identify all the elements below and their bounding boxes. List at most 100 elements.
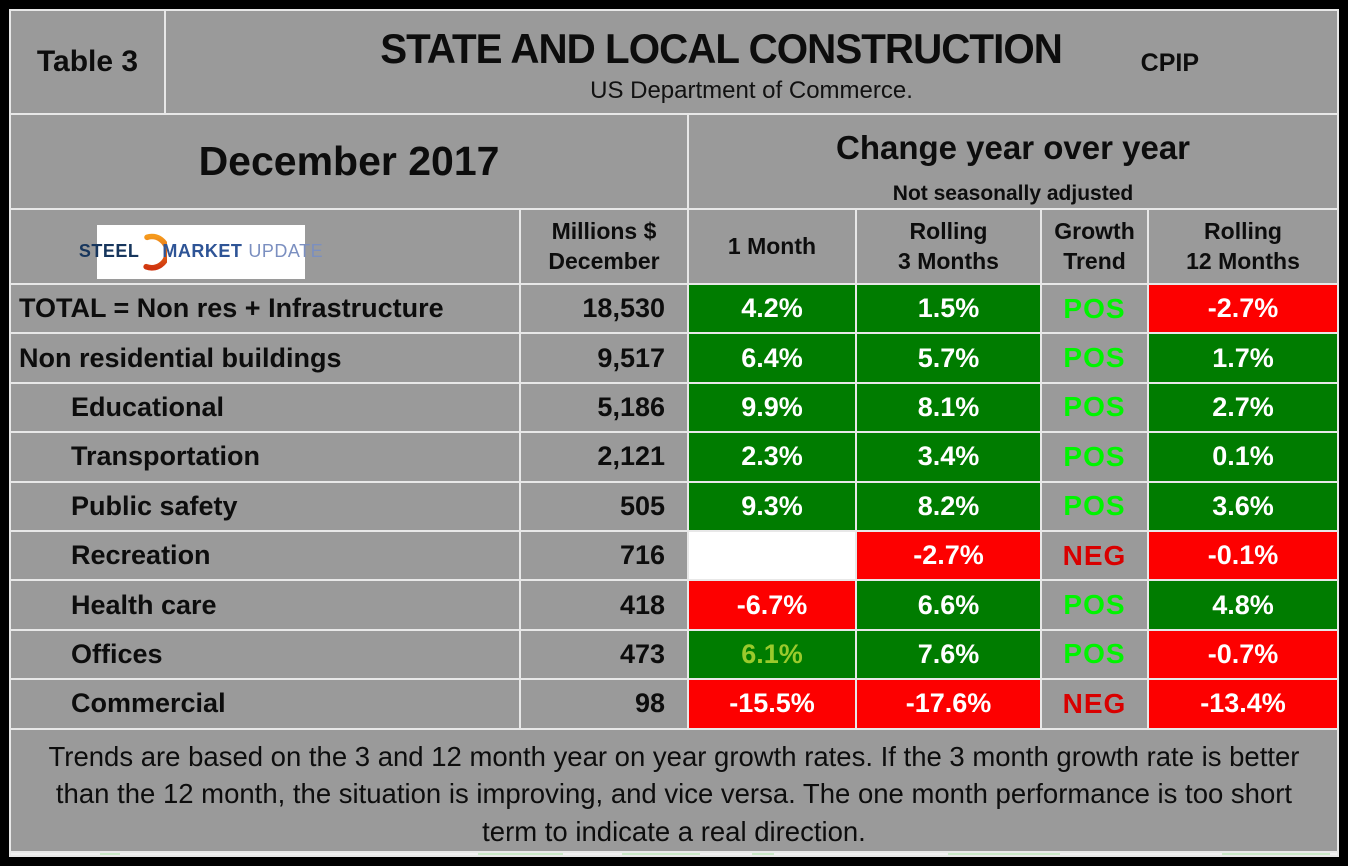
table-body: TOTAL = Non res + Infrastructure 18,530 … [11,285,1337,730]
trend-explanation: Trends are based on the 3 and 12 month y… [48,740,1300,848]
table-number-cell: Table 3 [11,11,166,113]
row-label: Non residential buildings [11,334,521,382]
period-band: December 2017 Change year over year Not … [11,115,1337,210]
row-rolling-12-months-cell: -2.7% [1149,285,1337,333]
row-1-month-cell: 6.1% [689,630,857,679]
table-row: Commercial 98 -15.5% -17.6% NEG -13.4% [11,680,1337,730]
row-rolling-3-months-cell: 5.7% [857,334,1042,382]
page-title: STATE AND LOCAL CONSTRUCTION [380,25,1064,72]
table-row: Health care 418 -6.7% 6.6% POS 4.8% [11,581,1337,631]
cpip-tag: CPIP [1140,49,1199,77]
row-growth-trend-cell: NEG [1042,680,1149,728]
row-growth-trend-cell: POS [1042,630,1149,679]
row-millions-value: 716 [521,531,689,580]
logo-word-update: UPDATE [248,241,324,261]
row-label: TOTAL = Non res + Infrastructure [11,285,521,333]
table-row: Recreation 716 -2.7% NEG -0.1% [11,531,1337,582]
colhead-rolling3-line2: 3 Months [898,247,999,274]
colhead-1-month: 1 Month [689,210,857,283]
row-rolling-12-months-cell: -0.1% [1149,531,1337,580]
title-band: Table 3 STATE AND LOCAL CONSTRUCTION CPI… [11,11,1337,115]
month-cell: December 2017 [11,115,689,208]
row-label: Recreation [11,531,521,580]
row-growth-trend-cell: POS [1042,285,1149,333]
row-rolling-12-months-cell: 2.7% [1149,383,1337,432]
row-1-month-cell: -15.5% [689,680,857,728]
cutoff-row-sliver [11,853,1337,855]
row-rolling-3-months-cell: 7.6% [857,630,1042,679]
row-growth-trend-cell: POS [1042,581,1149,629]
row-label: Health care [11,581,521,629]
row-label: Commercial [11,680,521,728]
table-row: TOTAL = Non res + Infrastructure 18,530 … [11,285,1337,335]
row-1-month-cell [689,531,857,580]
row-rolling-12-months-cell: 1.7% [1149,334,1337,382]
row-1-month-cell: 4.2% [689,285,857,333]
colhead-growth-trend: Growth Trend [1042,210,1149,283]
row-1-month-cell: 9.9% [689,383,857,432]
row-rolling-12-months-cell: -13.4% [1149,680,1337,728]
row-rolling-12-months-cell: 0.1% [1149,433,1337,481]
row-growth-trend-cell: POS [1042,334,1149,382]
main-title-cell: STATE AND LOCAL CONSTRUCTION CPIP US Dep… [166,11,1337,113]
row-rolling-12-months-cell: -0.7% [1149,630,1337,679]
row-1-month-cell: -6.7% [689,581,857,629]
row-label: Educational [11,383,521,432]
cutoff-cell-fragment [948,853,1060,855]
footer-row: Trends are based on the 3 and 12 month y… [11,730,1337,854]
construction-table: Table 3 STATE AND LOCAL CONSTRUCTION CPI… [9,9,1339,857]
cutoff-cell-fragment [478,853,563,855]
colhead-1-month-label: 1 Month [727,232,817,259]
table-number-label: Table 3 [36,45,139,78]
row-1-month-cell: 9.3% [689,482,857,530]
row-millions-value: 98 [521,680,689,728]
row-millions-value: 473 [521,630,689,679]
cutoff-cell-fragment [100,853,120,855]
row-label: Transportation [11,433,521,481]
row-rolling-3-months-cell: 8.1% [857,383,1042,432]
cutoff-cell-fragment [752,853,774,855]
row-growth-trend-cell: POS [1042,482,1149,530]
colhead-rolling-3-months: Rolling 3 Months [857,210,1042,283]
colhead-rolling-12-months: Rolling 12 Months [1149,210,1337,283]
row-label: Public safety [11,482,521,530]
colhead-growth-line1: Growth [1054,217,1135,244]
row-label: Offices [11,630,521,679]
row-rolling-3-months-cell: 1.5% [857,285,1042,333]
row-millions-value: 505 [521,482,689,530]
table-row: Educational 5,186 9.9% 8.1% POS 2.7% [11,383,1337,434]
logo-cell: STEEL MARKET UPDATE [11,210,521,283]
logo-word-steel: STEEL [78,241,140,261]
crescent-swoosh-icon [143,233,168,271]
row-growth-trend-cell: POS [1042,433,1149,481]
row-rolling-12-months-cell: 3.6% [1149,482,1337,530]
row-rolling-3-months-cell: -17.6% [857,680,1042,728]
colhead-millions-line1: Millions $ [551,217,657,244]
table-row: Public safety 505 9.3% 8.2% POS 3.6% [11,482,1337,532]
row-growth-trend-cell: NEG [1042,531,1149,580]
row-millions-value: 18,530 [521,285,689,333]
table-row: Non residential buildings 9,517 6.4% 5.7… [11,334,1337,384]
row-millions-value: 2,121 [521,433,689,481]
colhead-rolling3-line1: Rolling [909,217,988,244]
column-header-row: STEEL MARKET UPDATE Mill [11,210,1337,285]
colhead-millions-line2: December [548,247,660,274]
change-cell: Change year over year Not seasonally adj… [689,115,1337,208]
colhead-rolling12-line1: Rolling [1204,217,1282,244]
colhead-rolling12-line2: 12 Months [1186,247,1300,274]
row-1-month-cell: 2.3% [689,433,857,481]
row-rolling-12-months-cell: 4.8% [1149,581,1337,629]
table-row: Offices 473 6.1% 7.6% POS -0.7% [11,630,1337,681]
row-1-month-cell: 6.4% [689,334,857,382]
row-rolling-3-months-cell: 8.2% [857,482,1042,530]
row-millions-value: 9,517 [521,334,689,382]
row-rolling-3-months-cell: 6.6% [857,581,1042,629]
row-millions-value: 5,186 [521,383,689,432]
seasonal-note: Not seasonally adjusted [892,182,1134,205]
row-rolling-3-months-cell: -2.7% [857,531,1042,580]
colhead-millions: Millions $ December [521,210,689,283]
source-subtitle: US Department of Commerce. [590,77,913,104]
cutoff-cell-fragment [622,853,700,855]
change-heading: Change year over year [835,129,1191,166]
